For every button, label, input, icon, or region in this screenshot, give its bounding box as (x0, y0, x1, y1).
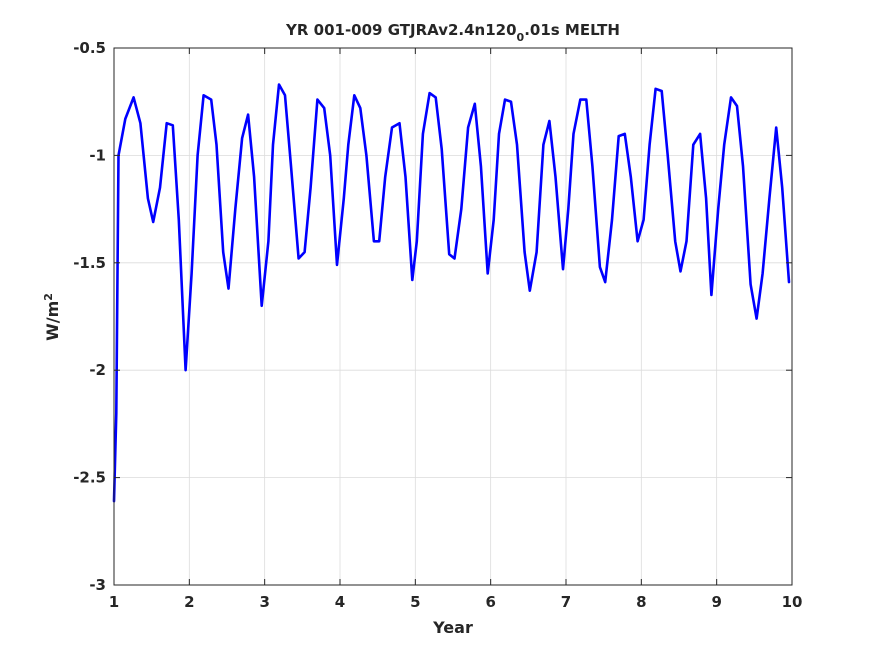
y-tick-label: -2 (89, 361, 106, 379)
x-tick-label: 2 (184, 593, 194, 611)
ticks (113, 47, 793, 586)
melth-series-line (112, 83, 791, 503)
x-tick-label: 8 (636, 593, 646, 611)
y-tick-label: -3 (89, 576, 106, 594)
series-layer (112, 83, 791, 503)
x-tick-label: 10 (782, 593, 803, 611)
x-tick-label: 3 (259, 593, 269, 611)
y-tick-label: -0.5 (73, 39, 106, 57)
x-tick-labels: 1 2 3 4 5 6 7 8 9 10 (109, 593, 803, 611)
x-tick-label: 5 (410, 593, 420, 611)
axes-box (113, 47, 793, 586)
x-tick-label: 7 (561, 593, 571, 611)
plot-area (114, 48, 792, 585)
y-tick-label: -2.5 (73, 469, 106, 487)
x-tick-label: 4 (335, 593, 345, 611)
chart-title: YR 001-009 GTJRAv2.4n1200.01s MELTH (285, 21, 620, 44)
y-axis-label: W/m2 (42, 293, 62, 341)
y-tick-label: -1 (89, 146, 106, 164)
x-tick-label: 1 (109, 593, 119, 611)
x-tick-label: 9 (711, 593, 721, 611)
x-tick-label: 6 (485, 593, 495, 611)
y-tick-label: -1.5 (73, 254, 106, 272)
y-tick-labels: -3 -2.5 -2 -1.5 -1 -0.5 (73, 39, 106, 594)
x-axis-label: Year (432, 618, 473, 637)
